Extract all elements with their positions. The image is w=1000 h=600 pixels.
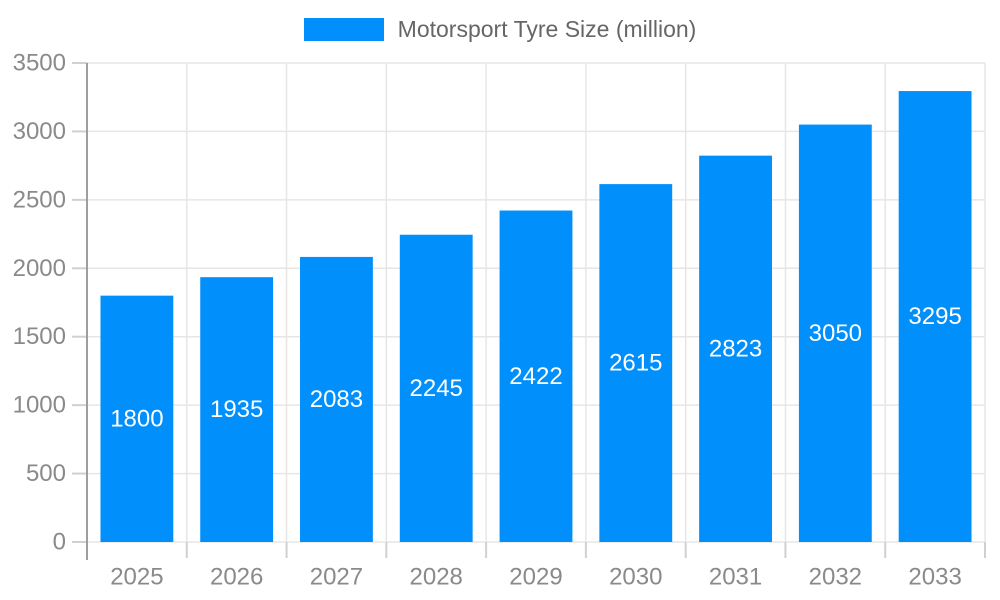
bar-value-label: 1935 — [210, 396, 263, 423]
x-axis-label: 2033 — [908, 564, 961, 591]
y-axis-label: 2500 — [13, 186, 66, 213]
y-axis-label: 1000 — [13, 392, 66, 419]
x-axis-label: 2028 — [410, 564, 463, 591]
y-axis-label: 3500 — [13, 50, 66, 77]
bar-value-label: 3050 — [809, 320, 862, 347]
bar[interactable] — [898, 91, 972, 542]
x-axis-label: 2029 — [509, 564, 562, 591]
x-axis-label: 2030 — [609, 564, 662, 591]
bar[interactable] — [599, 184, 673, 542]
x-axis-label: 2026 — [210, 564, 263, 591]
bar[interactable] — [300, 256, 373, 542]
legend-marker[interactable] — [303, 18, 384, 41]
bars-layer — [100, 91, 972, 543]
bar[interactable] — [499, 210, 573, 543]
labels-layer: 0 500 1000 1500 2000 2500 3000 3500 1800 2025 1935… — [13, 50, 962, 591]
bar[interactable] — [200, 277, 274, 542]
bar[interactable] — [399, 234, 473, 542]
x-axis-label: 2027 — [310, 564, 363, 591]
bar-value-label: 2422 — [509, 363, 562, 390]
y-axis-label: 2000 — [13, 255, 66, 282]
x-axis-label: 2025 — [110, 564, 163, 591]
x-axis-label: 2031 — [709, 564, 762, 591]
y-axis-label: 1500 — [13, 323, 66, 350]
y-axis-label: 3000 — [13, 118, 66, 145]
bar[interactable] — [798, 124, 872, 542]
axes-layer — [72, 62, 986, 560]
legend-label[interactable]: Motorsport Tyre Size (million) — [397, 16, 697, 42]
bar[interactable] — [100, 295, 174, 542]
bar-value-label: 2245 — [410, 375, 463, 402]
bar-value-label: 2615 — [609, 350, 662, 377]
y-axis-label: 0 — [53, 529, 66, 556]
y-axis-label: 500 — [26, 460, 66, 487]
bar-value-label: 3295 — [908, 303, 961, 330]
bar-value-label: 2083 — [310, 386, 363, 413]
bar-value-label: 2823 — [709, 335, 762, 362]
bar-value-label: 1800 — [110, 405, 163, 432]
x-axis-label: 2032 — [809, 564, 862, 591]
chart-legend: Motorsport Tyre Size (million) — [0, 18, 1000, 41]
bar[interactable] — [699, 155, 772, 542]
